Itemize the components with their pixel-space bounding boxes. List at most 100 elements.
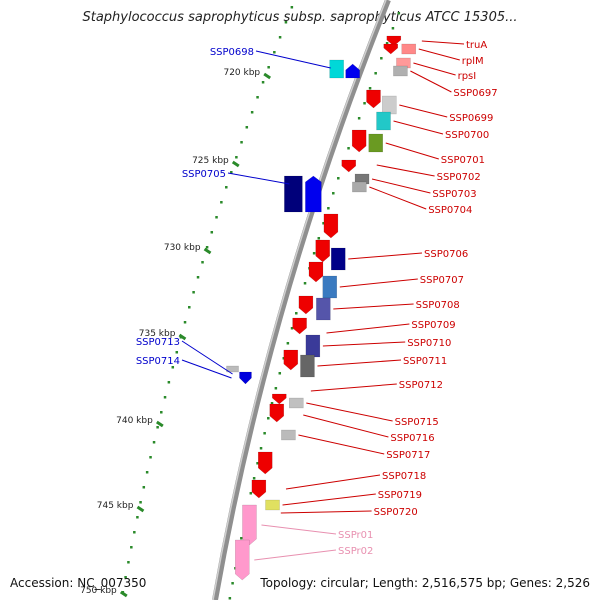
gene-block-ssp0698-arrow	[345, 63, 360, 79]
forward-gene-arrow	[251, 479, 267, 499]
forward-gene-arrow	[283, 349, 299, 371]
scale-dot	[322, 222, 325, 225]
forward-gene-arrow	[292, 317, 307, 335]
gene-label-ssp0697: SSP0697	[453, 88, 497, 99]
scale-tick-label: 740 kbp	[116, 416, 153, 426]
scale-tick	[155, 420, 164, 428]
gene-label-ssp0719: SSP0719	[378, 490, 422, 501]
scale-dot	[205, 246, 209, 249]
scale-tick-label: 745 kbp	[97, 501, 134, 511]
scale-dot	[196, 276, 200, 279]
scale-dot	[274, 387, 278, 390]
gene-label-ssp0705: SSP0705	[182, 169, 226, 180]
scale-dot	[235, 156, 238, 159]
gene-label-ssp0708: SSP0708	[416, 300, 460, 311]
scale-dot	[130, 546, 133, 549]
gene-label-ssp0699: SSP0699	[449, 113, 493, 124]
scale-dot	[374, 72, 377, 75]
forward-gene-arrow	[315, 239, 330, 263]
gene-label-ssp0698-leader	[255, 50, 331, 69]
scale-dot	[210, 231, 214, 234]
scale-dot	[380, 57, 383, 60]
rna-label-sspr01: SSPr01	[338, 530, 373, 541]
gene-block-ssp0715	[289, 397, 304, 409]
scale-dot	[142, 486, 146, 489]
scale-dot	[357, 117, 361, 120]
forward-gene-arrow	[366, 89, 381, 109]
scale-dot	[230, 171, 233, 174]
scale-dot	[124, 576, 127, 579]
forward-gene-arrow	[341, 159, 357, 173]
gene-block-ssp0697	[393, 65, 408, 77]
scale-dot	[156, 426, 159, 429]
gene-label-trua: truA	[466, 40, 487, 51]
gene-label-ssp0697-leader	[410, 70, 452, 93]
forward-gene-arrow	[386, 35, 402, 47]
accession-text: Accession: NC_007350	[10, 576, 147, 590]
scale-dot	[273, 51, 276, 54]
forward-gene-arrow	[298, 295, 314, 315]
scale-dot	[192, 291, 195, 294]
scale-dot	[327, 207, 330, 210]
scale-dot	[183, 321, 187, 324]
scale-tick-label: 720 kbp	[223, 68, 260, 78]
scale-dot	[270, 402, 274, 405]
gene-block-ssp0704	[352, 181, 367, 193]
gene-label-ssp0717: SSP0717	[386, 450, 430, 461]
scale-tick-label: 735 kbp	[139, 329, 176, 339]
scale-dot	[267, 417, 270, 420]
scale-dot	[240, 141, 243, 144]
scale-dot	[282, 357, 286, 360]
gene-block-ssp0699	[382, 95, 397, 115]
genome-backbone-highlight	[212, 0, 387, 600]
gene-label-rplm-leader	[418, 48, 460, 61]
scale-dot	[278, 36, 282, 39]
topology-summary: Topology: circular; Length: 2,516,575 bp…	[260, 576, 590, 590]
scale-dot	[252, 477, 256, 480]
gene-label-trua-leader	[421, 40, 465, 45]
gene-label-ssp0712: SSP0712	[399, 380, 443, 391]
gene-label-ssp0709: SSP0709	[411, 320, 455, 331]
scale-dot	[225, 186, 228, 189]
gene-label-ssp0704: SSP0704	[428, 205, 472, 216]
scale-dot	[139, 501, 142, 504]
gene-label-ssp0709-leader	[326, 323, 410, 334]
scale-dot	[385, 42, 389, 45]
gene-label-ssp0720-leader	[280, 510, 372, 514]
gene-label-ssp0708-leader	[333, 303, 414, 310]
scale-dot	[286, 342, 290, 345]
scale-dot	[163, 396, 167, 399]
scale-tick-label: 725 kbp	[192, 156, 229, 166]
forward-gene-arrow	[257, 451, 273, 475]
forward-gene-arrow	[383, 43, 399, 55]
scale-dot	[149, 456, 152, 459]
scale-dot	[261, 81, 265, 84]
gene-label-ssp0707-leader	[339, 278, 418, 288]
gene-label-ssp0716: SSP0716	[390, 433, 434, 444]
scale-dot	[201, 261, 204, 264]
gene-block-ssp0713	[226, 365, 239, 373]
scale-dot	[259, 447, 263, 450]
gene-label-ssp0718: SSP0718	[382, 471, 426, 482]
gene-block-ssp0708	[316, 297, 331, 321]
rna-block-sspr02	[235, 539, 250, 581]
scale-dot	[240, 537, 243, 540]
scale-tick-label: 730 kbp	[164, 243, 201, 253]
forward-gene-arrow	[269, 403, 285, 423]
gene-label-rpsi-leader	[413, 62, 456, 76]
scale-dot	[188, 306, 191, 309]
scale-tick-label: 750 kbp	[80, 586, 117, 596]
scale-ticks: 720 kbp 725 kbp 730 kbp 735 kbp 740 kbp 745 k…	[80, 6, 401, 600]
scale-dot	[347, 147, 350, 150]
gene-label-ssp0706: SSP0706	[424, 249, 468, 260]
genome-backbone	[212, 0, 391, 600]
scale-dot	[215, 216, 218, 219]
gene-label-ssp0720: SSP0720	[374, 507, 418, 518]
scale-dot	[133, 531, 136, 534]
gene-label-ssp0715-leader	[306, 402, 393, 422]
scale-dot	[312, 252, 316, 255]
gene-block-ssp0714	[239, 371, 252, 385]
forward-gene-arrow	[323, 213, 339, 239]
